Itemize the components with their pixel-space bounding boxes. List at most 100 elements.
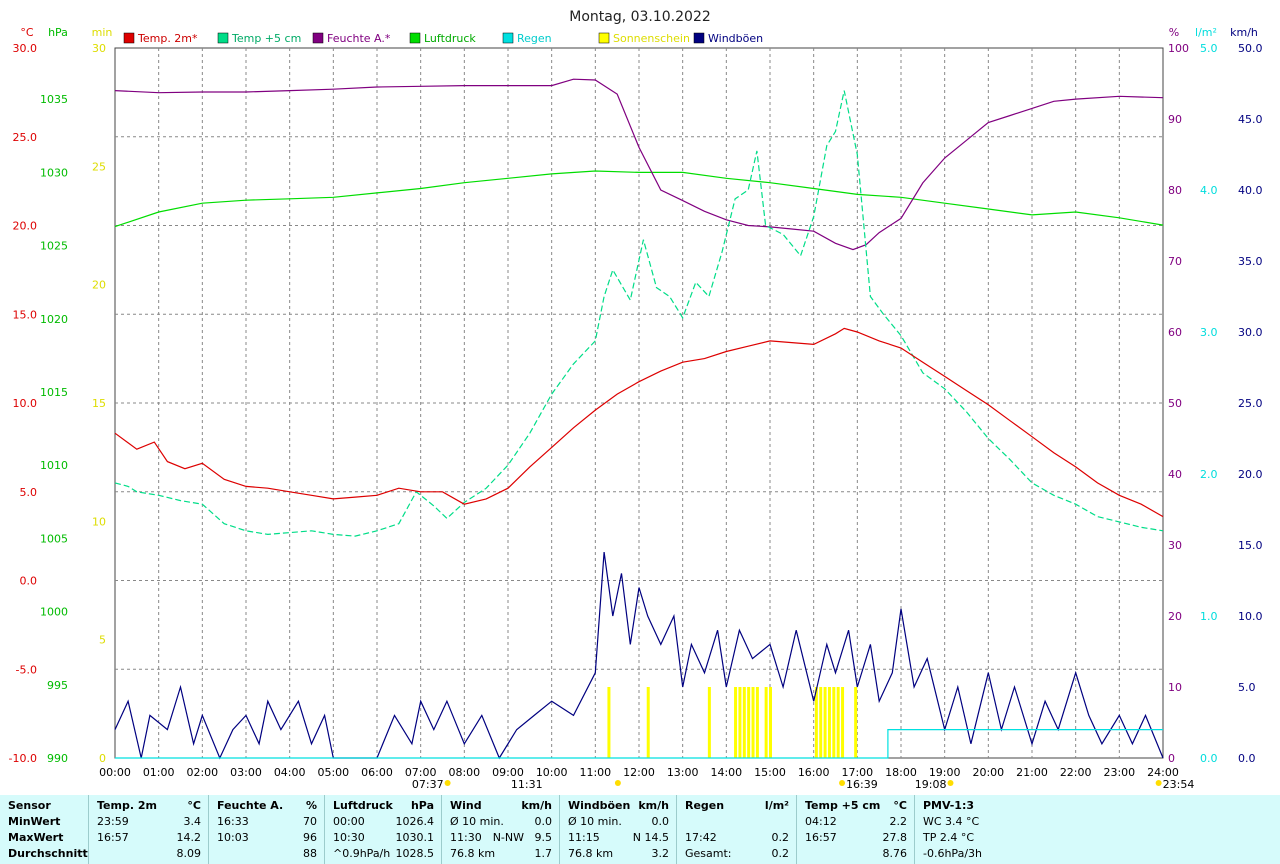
left-axis-tick: 1015 (40, 386, 68, 399)
stats-header-unit: % (305, 799, 317, 812)
x-tick-label: 08:00 (448, 766, 480, 779)
marker-sunrise: 07:37 (412, 778, 444, 791)
left-axis-tick: 1000 (40, 606, 68, 619)
left-axis-tick: 10.0 (13, 397, 38, 410)
stats-cell-label: Ø 10 min. (568, 815, 622, 828)
right-axis-tick: 20 (1168, 610, 1182, 623)
stats-row: 16:57 14.2 (89, 830, 209, 846)
stats-row: MaxWert (0, 830, 88, 846)
right-axis-unit: km/h (1230, 26, 1258, 39)
x-tick-label: 20:00 (972, 766, 1004, 779)
stats-header-label: PMV-1:3 (923, 799, 974, 812)
x-tick-label: 10:00 (536, 766, 568, 779)
right-axis-tick: 90 (1168, 113, 1182, 126)
left-axis-tick: 10 (92, 515, 106, 528)
marker-dot (839, 780, 846, 786)
stats-column: PMV-1:3 WC 3.4 °C TP 2.4 °C -0.6hPa/3h (914, 795, 1280, 864)
stats-row: Ø 10 min. 0.0 (560, 814, 677, 830)
sunshine-bar (854, 687, 858, 758)
stats-cell-value: 0.0 (534, 815, 553, 828)
stats-cell-label: Durchschnitt (8, 847, 88, 860)
stats-row: WC 3.4 °C (915, 814, 1280, 830)
left-axis-unit: hPa (48, 26, 68, 39)
x-tick-label: 13:00 (667, 766, 699, 779)
stats-row: Durchschnitt (0, 846, 88, 862)
stats-cell-label: 11:15 (568, 831, 600, 844)
stats-cell-label: TP 2.4 °C (923, 831, 975, 844)
stats-cell-extra: N-NW (492, 831, 524, 844)
left-axis-unit: min (92, 26, 113, 39)
stats-table: Sensor MinWert MaxWert Durchschnitt Temp. 2m… (0, 795, 1280, 864)
stats-cell-value: 3.2 (651, 847, 670, 860)
stats-cell-label: 04:12 (805, 815, 837, 828)
stats-header-unit: l/m² (764, 799, 789, 812)
stats-header: Luftdruck hPa (325, 798, 442, 814)
stats-header-label: Luftdruck (333, 799, 393, 812)
stats-row: 8.09 (89, 846, 209, 862)
left-axis-tick: 25.0 (13, 131, 38, 144)
x-tick-label: 04:00 (274, 766, 306, 779)
stats-row: 17:42 0.2 (677, 830, 797, 846)
stats-cell-value: 14.5 (644, 831, 670, 844)
stats-column: Sensor MinWert MaxWert Durchschnitt (0, 795, 88, 864)
right-axis-tick: 50 (1168, 397, 1182, 410)
right-axis-tick: 2.0 (1200, 468, 1218, 481)
stats-header: PMV-1:3 (915, 798, 1280, 814)
x-tick-label: 05:00 (317, 766, 349, 779)
left-axis-tick: 990 (47, 752, 68, 765)
legend-swatch (217, 32, 229, 44)
right-axis-tick: 4.0 (1200, 184, 1218, 197)
stats-row: 16:33 70 (209, 814, 325, 830)
left-axis-tick: 20 (92, 279, 106, 292)
stats-header-unit: °C (893, 799, 907, 812)
chart-title: Montag, 03.10.2022 (569, 9, 711, 25)
sunshine-bar (769, 687, 772, 758)
right-axis-tick: 40 (1168, 468, 1182, 481)
x-tick-label: 24:00 (1147, 766, 1179, 779)
stats-cell-extra: N (632, 831, 641, 844)
stats-cell-value: 88 (303, 847, 317, 860)
stats-cell-label: MaxWert (8, 831, 64, 844)
stats-header-unit: °C (187, 799, 201, 812)
left-axis-unit: °C (20, 26, 34, 39)
marker-max_temp_time: 16:39 (846, 778, 878, 791)
right-axis-unit: l/m² (1195, 26, 1217, 39)
stats-row: Ø 10 min. 0.0 (442, 814, 560, 830)
x-tick-label: 09:00 (492, 766, 524, 779)
right-axis-tick: 3.0 (1200, 326, 1218, 339)
right-axis-unit: % (1169, 26, 1179, 39)
x-tick-label: 00:00 (99, 766, 131, 779)
stats-row: 8.76 (797, 846, 915, 862)
left-axis-tick: 30 (92, 42, 106, 55)
left-axis-tick: 15.0 (13, 308, 38, 321)
stats-row (677, 814, 797, 830)
right-axis-tick: 80 (1168, 184, 1182, 197)
legend-label: Luftdruck (424, 32, 476, 45)
sunshine-bar (734, 687, 738, 758)
stats-cell-value: 0.2 (771, 847, 790, 860)
x-tick-label: 21:00 (1016, 766, 1048, 779)
series-line (114, 552, 1164, 760)
stats-row: ^0.9hPa/h 1028.5 (325, 846, 442, 862)
right-axis-tick: 10 (1168, 681, 1182, 694)
left-axis-tick: 30.0 (13, 42, 38, 55)
sunshine-bar (832, 687, 836, 758)
stats-column: Regen l/m² 17:42 0.2 Gesamt: 0.2 (676, 795, 797, 864)
right-axis-tick: 1.0 (1200, 610, 1218, 623)
legend-swatch (598, 32, 610, 44)
left-axis-tick: 1030 (40, 166, 68, 179)
left-axis-tick: 1025 (40, 240, 68, 253)
sunshine-bar (836, 687, 840, 758)
stats-row: 10:30 1030.1 (325, 830, 442, 846)
axes: 00:00 01:00 02:00 03:00 04:00 05:00 06:00 07:00… (9, 26, 1263, 779)
grid (114, 47, 1164, 759)
stats-cell-value: 1.7 (534, 847, 553, 860)
sunshine-bar (841, 687, 845, 758)
stats-row: 76.8 km 3.2 (560, 846, 677, 862)
stats-cell-value: 9.5 (534, 831, 553, 844)
legend-label: Windböen (708, 32, 763, 45)
marker-moonset: 23:54 (1163, 778, 1195, 791)
time-markers: 11:31 07:37 16:39 19:08 23:54 (412, 778, 1194, 791)
stats-cell-value: 0.0 (651, 815, 670, 828)
sunshine-bar (646, 687, 650, 758)
